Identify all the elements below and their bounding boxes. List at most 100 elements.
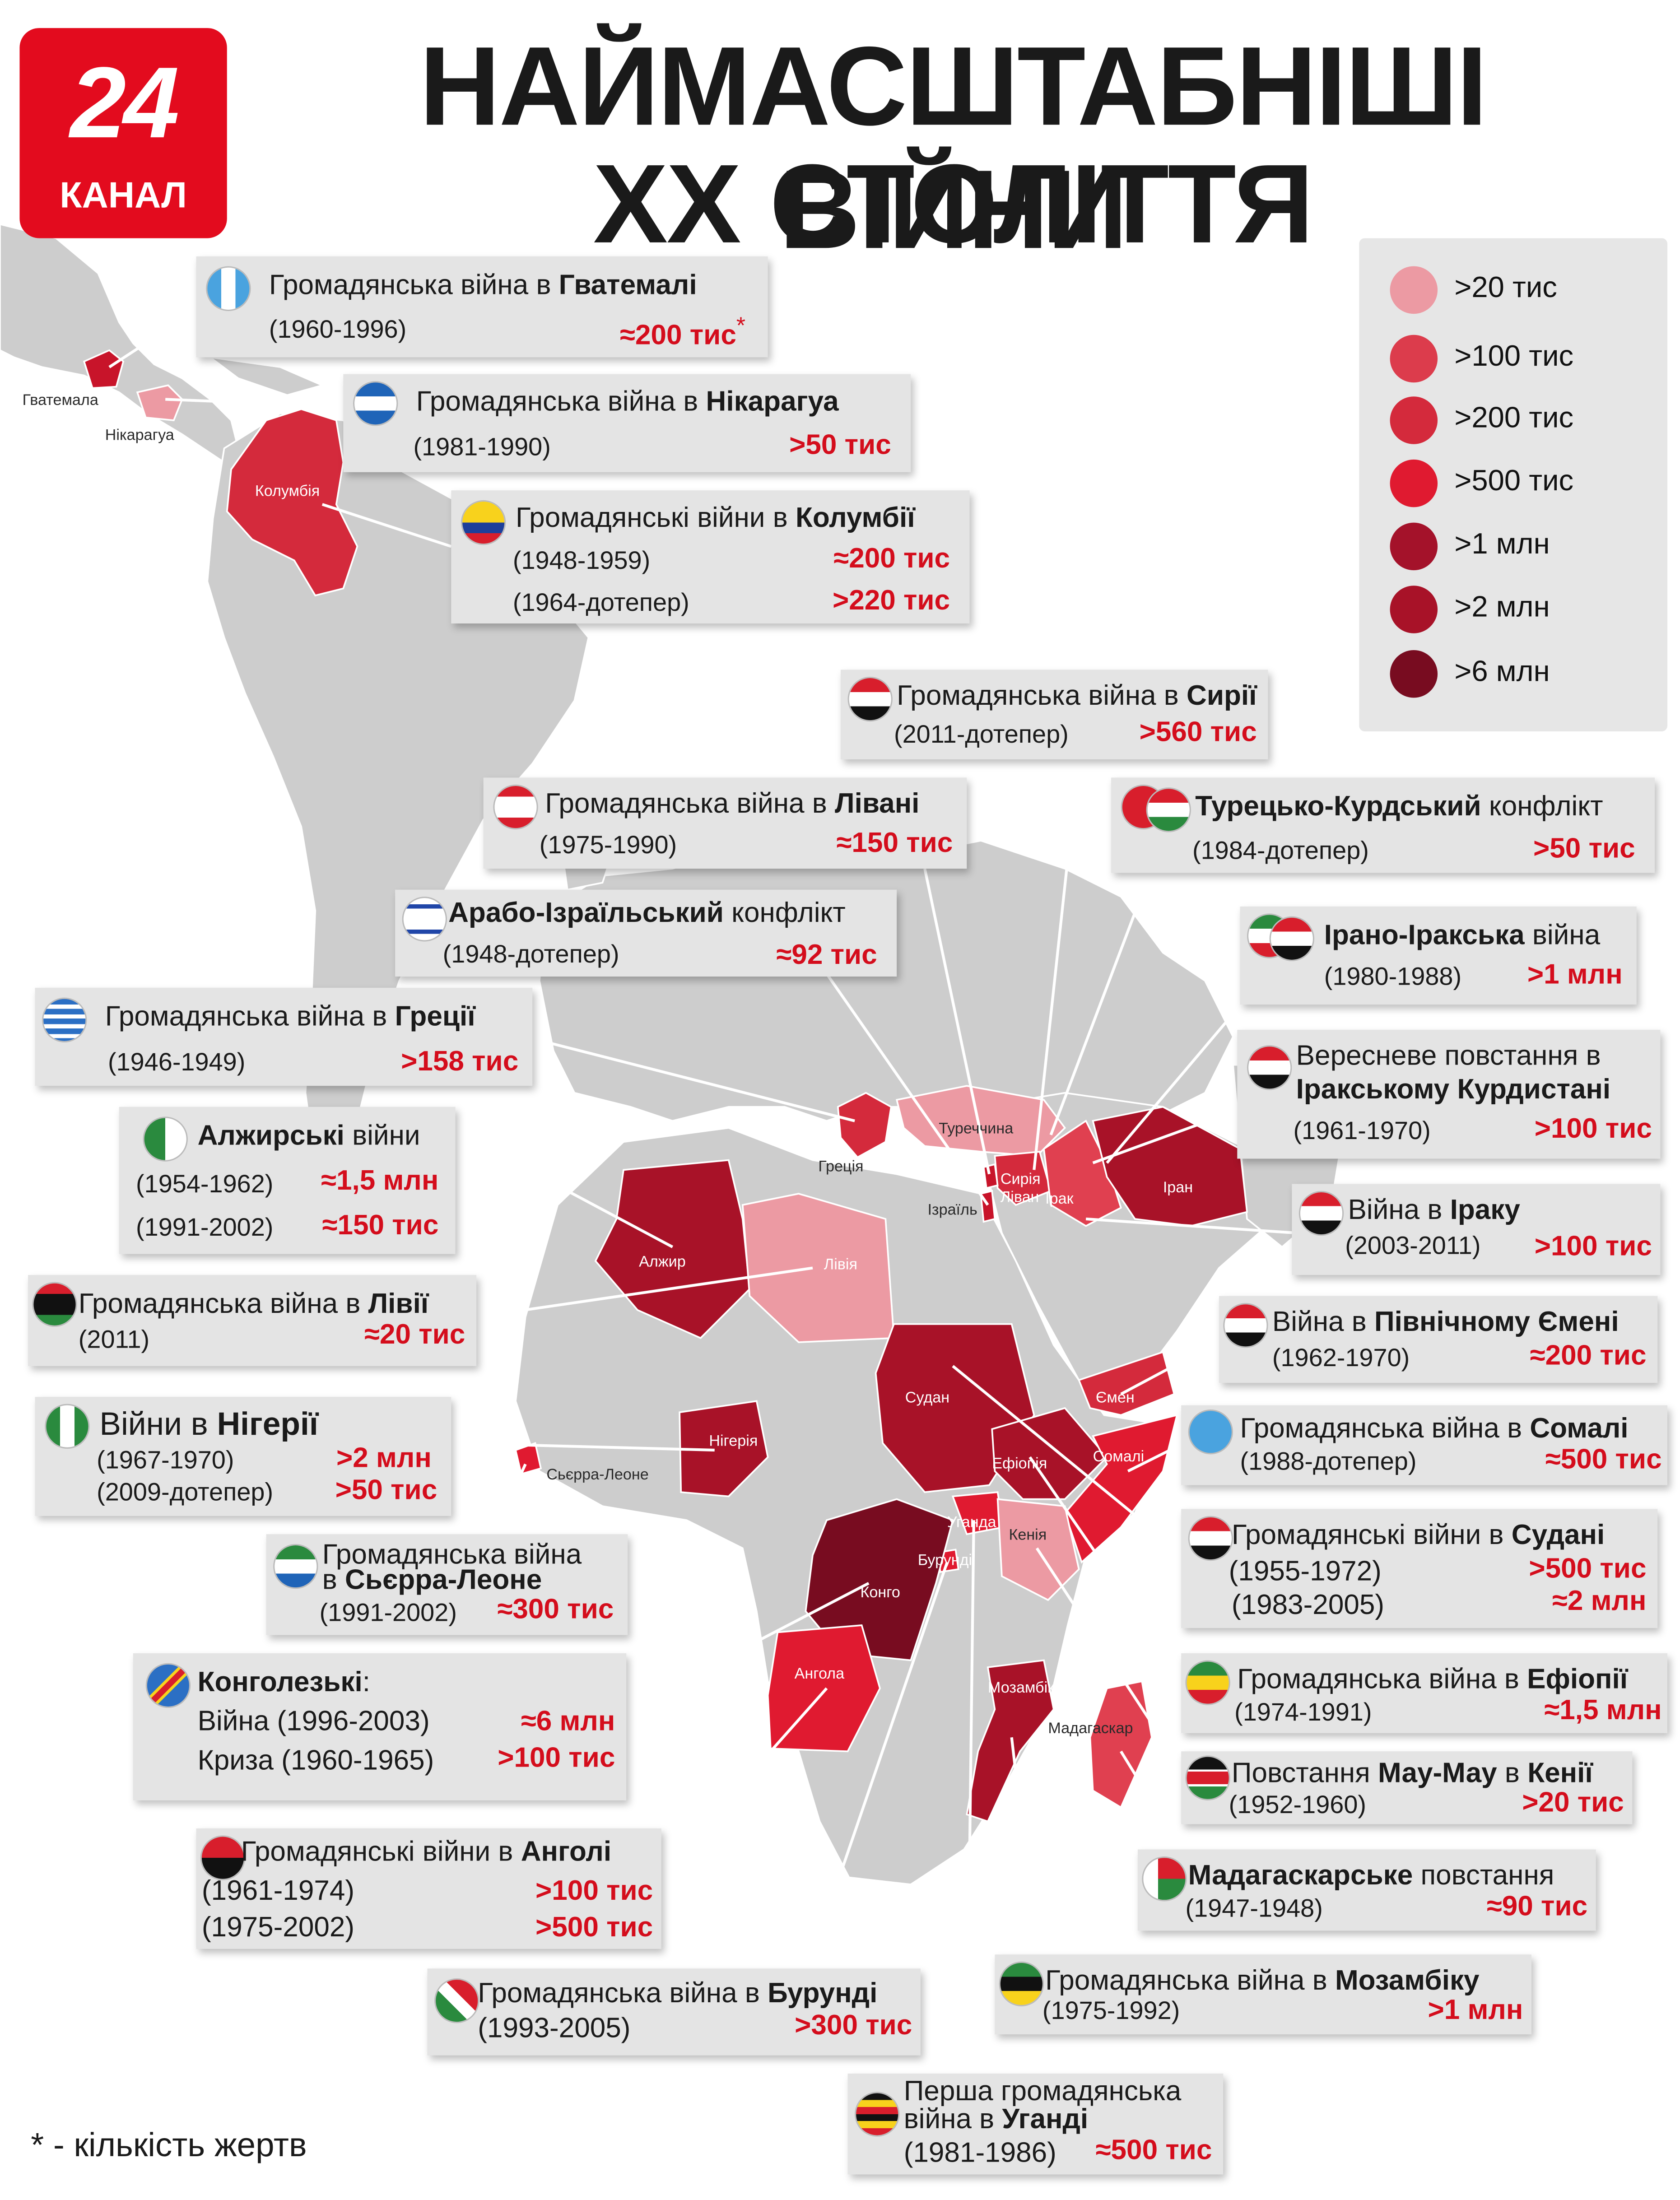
legend-swatch (1390, 650, 1438, 698)
card-value: ≈500 тис (1095, 2135, 1212, 2166)
flag-congo-icon (147, 1664, 189, 1707)
pointer-sudan (952, 1365, 1185, 1557)
card-years: (2003-2011) (1345, 1231, 1481, 1260)
card-title: Алжирські війни (197, 1121, 420, 1152)
pointer-israel (825, 973, 989, 1206)
card-value: >1 млн (1527, 959, 1623, 991)
caribbean-land (209, 356, 325, 396)
card-years: (1993-2005) (478, 2013, 631, 2044)
flag-israel-icon (403, 898, 446, 940)
country-congo (805, 1498, 954, 1661)
highlighted-countries (83, 349, 1248, 1823)
card-value: ≈1,5 млн (1544, 1695, 1662, 1726)
country-angola (767, 1624, 881, 1753)
card-title: Громадянська війна в Сомалі (1240, 1414, 1629, 1445)
pointer-burundi (804, 1562, 949, 1976)
card-title: Турецько-Курдський конфлікт (1195, 791, 1603, 823)
pointer-sierra-leone (489, 1463, 527, 1542)
card-ethiopia: Громадянська війна в Ефіопії (1974-1991)… (1181, 1653, 1668, 1733)
card-lebanon: Громадянська війна в Лівані (1975-1990) … (483, 777, 967, 869)
flag-nicaragua-icon (354, 382, 397, 425)
footnote: * - кількість жертв (31, 2126, 307, 2165)
card-value: >50 тис (1533, 833, 1635, 865)
flag-syria-icon (849, 678, 891, 721)
card-years: (1983-2005) (1231, 1590, 1385, 1621)
legend-swatch (1390, 335, 1438, 383)
country-somalia (1064, 1414, 1178, 1564)
pointer-uganda (965, 1520, 975, 2081)
card-value: >1 млн (1428, 1995, 1523, 2026)
card-years: (1955-1972) (1229, 1556, 1382, 1588)
card-iraq-kurdistan: Вересневе повстання в Іракському Курдист… (1237, 1029, 1661, 1159)
card-title: Вересневе повстання в (1296, 1041, 1601, 1072)
card-arab-israeli: Арабо-Ізраїльський конфлікт (1948-дотепе… (395, 889, 897, 977)
map-label-greece: Греція (818, 1158, 864, 1176)
card-title: Конголезькі: (197, 1667, 370, 1698)
pointer-turkey (1049, 875, 1150, 1135)
card-title: Громадянська війна в Лівії (78, 1289, 429, 1320)
card-years: (1984-дотепер) (1192, 836, 1369, 865)
card-value: >2 млн (336, 1443, 432, 1474)
card-title: в Сьєрра-Леоне (322, 1565, 542, 1596)
pointer-iran-iraq (1106, 980, 1262, 1164)
flag-iraq-icon (1248, 1047, 1291, 1089)
card-years: (2011-дотепер) (894, 720, 1069, 749)
country-ethiopia (991, 1407, 1108, 1500)
card-value: >300 тис (795, 2010, 912, 2042)
card-title: Громадянська війна (322, 1540, 582, 1571)
card-congo: Конголезькі: Війна (1996-2003) ≈6 млн Кр… (133, 1653, 627, 1800)
flag-kenya-icon (1187, 1757, 1229, 1799)
card-angola: Громадянські війни в Анголі (1961-1974) … (196, 1828, 661, 1949)
card-title: Арабо-Ізраїльський конфлікт (448, 898, 846, 929)
card-years: (1952-1960) (1229, 1791, 1367, 1819)
card-guatemala: Громадянська війна в Гватемалі (1960-199… (196, 256, 768, 358)
pointer-greece (525, 1035, 855, 1122)
pointer-ethiopia (1028, 1456, 1185, 1682)
channel-logo: 24 КАНАЛ (19, 28, 227, 238)
flag-algeria-icon (144, 1118, 186, 1160)
card-title: Громадянська війна в Нікарагуа (416, 386, 839, 418)
card-yemen: Війна в Північному Ємені (1962-1970) ≈20… (1219, 1296, 1658, 1383)
pointer-guatemala (108, 300, 211, 368)
legend-swatch (1390, 586, 1438, 633)
card-value: ≈500 тис (1545, 1444, 1662, 1475)
pointer-colombia (321, 503, 452, 548)
card-title: Громадянська війна в Сирії (897, 681, 1257, 712)
card-sudan: Громадянські війни в Судані (1955-1972) … (1181, 1509, 1658, 1628)
country-lebanon (982, 1163, 999, 1189)
card-value: ≈2 млн (1552, 1586, 1647, 1617)
card-years: (1975-2002) (201, 1912, 355, 1944)
pointer-syria (1033, 756, 1080, 1170)
card-title: Війни в Нігерії (99, 1405, 318, 1442)
flag-greece-icon (43, 999, 86, 1041)
card-value: >500 тис (1529, 1553, 1647, 1585)
country-sierra-leone (514, 1442, 542, 1475)
card-value: ≈200 тис* (619, 312, 746, 351)
map-label-iran: Іран (1163, 1180, 1193, 1197)
page-title-line2: XX СТОЛІТТЯ (593, 141, 1314, 266)
pointer-somalia (1127, 1442, 1185, 1473)
map-label-lebanon: Ліван (1000, 1189, 1039, 1207)
card-years: (1991-2002) (136, 1213, 274, 1242)
card-value: ≈92 тис (776, 940, 877, 971)
card-years: (1991-2002) (319, 1598, 457, 1627)
card-value: >50 тис (789, 430, 891, 461)
card-years: (1947-1948) (1185, 1894, 1323, 1922)
card-years: (1980-1988) (1324, 963, 1462, 991)
legend: >20 тис >100 тис >200 тис >500 тис >1 мл… (1359, 238, 1668, 731)
country-yemen (1078, 1351, 1175, 1416)
card-years: (1975-1990) (539, 831, 677, 859)
flag-ethiopia-icon (1187, 1661, 1229, 1704)
flag-kurdistan-icon (1147, 789, 1190, 831)
legend-label: >100 тис (1454, 340, 1574, 373)
logo-word: КАНАЛ (60, 173, 187, 216)
card-years: (1962-1970) (1272, 1344, 1410, 1372)
map-label-guatemala: Гватемала (22, 392, 98, 409)
card-value: ≈200 тис (1530, 1340, 1647, 1372)
pointer-lines (108, 300, 1296, 2081)
card-title: Громадянська війна в Ефіопії (1237, 1664, 1628, 1696)
card-libya: Громадянська війна в Лівії (2011) ≈20 ти… (28, 1275, 477, 1366)
card-title: Ірано-Іракська війна (1324, 920, 1601, 952)
country-iraq (1043, 1120, 1122, 1227)
